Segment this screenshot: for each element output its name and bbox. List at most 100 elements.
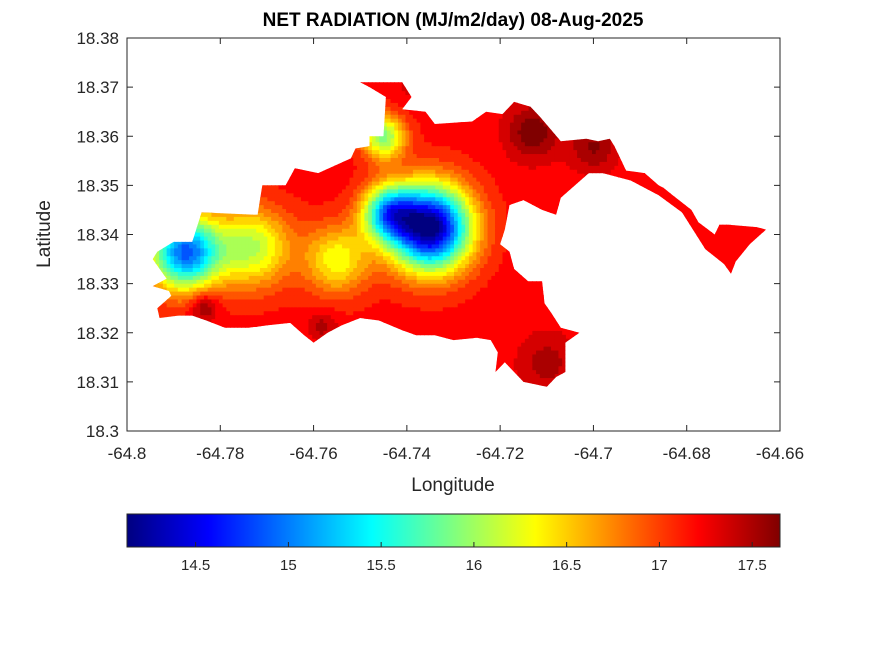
heat-cell: [476, 271, 481, 276]
heat-cell: [442, 271, 448, 276]
heat-cell: [379, 271, 384, 276]
heat-cell: [439, 279, 444, 284]
heat-cell: [502, 338, 507, 343]
heat-cell: [401, 314, 407, 320]
heat-cell: [509, 302, 515, 308]
heat-cell: [524, 326, 530, 331]
heat-cell: [368, 298, 373, 304]
heat-cell: [442, 290, 448, 296]
heat-cell: [207, 302, 213, 308]
heat-cell: [506, 290, 511, 296]
heat-cell: [342, 318, 347, 324]
heat-cell: [263, 322, 268, 327]
heat-cell: [550, 373, 556, 379]
heat-cell: [278, 290, 283, 296]
heat-cell: [401, 294, 407, 300]
heat-cell: [543, 361, 548, 367]
heat-cell: [536, 283, 541, 288]
heat-cell: [502, 298, 507, 304]
heat-cell: [491, 318, 496, 324]
heat-cell: [487, 271, 492, 276]
heat-cell: [185, 287, 190, 292]
heat-cell: [495, 357, 500, 363]
heat-cell: [334, 322, 339, 327]
heat-cell: [480, 294, 485, 300]
heat-cell: [245, 298, 250, 304]
heat-cell: [424, 306, 429, 312]
heat-cell: [502, 342, 507, 347]
heat-cell: [330, 283, 336, 288]
heat-cell: [319, 318, 324, 324]
heat-cell: [491, 322, 496, 327]
heat-cell: [345, 302, 351, 308]
heat-cell: [345, 310, 351, 316]
heat-cell: [554, 369, 560, 375]
heat-cell: [495, 346, 500, 351]
heat-cell: [397, 306, 403, 312]
heat-cell: [312, 314, 317, 320]
heat-cell: [345, 298, 351, 304]
heat-cell: [550, 318, 556, 324]
heat-cell: [450, 306, 455, 312]
heat-cell: [528, 330, 533, 335]
heat-cell: [230, 290, 235, 296]
heat-cell: [371, 294, 377, 300]
heat-cell: [495, 365, 500, 371]
heat-cell: [435, 326, 440, 331]
heat-cell: [323, 290, 328, 296]
heat-cell: [349, 302, 354, 308]
heat-cell: [450, 302, 455, 308]
heat-cell: [480, 322, 485, 327]
heat-cell: [304, 334, 310, 339]
heat-cell: [539, 302, 545, 308]
heat-cell: [506, 346, 511, 351]
heat-cell: [319, 271, 324, 276]
heat-cell: [345, 275, 351, 280]
heat-cell: [491, 326, 496, 331]
heat-cell: [498, 306, 504, 312]
heat-cell: [401, 271, 407, 276]
heat-cell: [543, 349, 548, 355]
heat-cell: [189, 290, 194, 296]
heat-cell: [312, 310, 317, 316]
heat-cell: [327, 275, 332, 280]
heat-cell: [349, 271, 354, 276]
heat-cell: [495, 279, 500, 284]
heat-cell: [364, 306, 369, 312]
heat-cell: [461, 298, 466, 304]
heat-cell: [457, 298, 463, 304]
heat-cell: [312, 287, 317, 292]
heat-cell: [487, 279, 492, 284]
heat-cell: [491, 310, 496, 316]
heat-cell: [371, 290, 377, 296]
heat-cell: [330, 306, 336, 312]
heat-cell: [338, 287, 343, 292]
heat-cell: [289, 298, 295, 304]
heat-cell: [245, 310, 250, 316]
heat-cell: [390, 314, 395, 320]
heat-cell: [304, 294, 310, 300]
heat-cell: [181, 294, 186, 300]
heat-cell: [364, 290, 369, 296]
heat-cell: [517, 298, 522, 304]
heat-cell: [297, 287, 302, 292]
heat-cell: [203, 310, 209, 316]
heat-cell: [308, 310, 313, 316]
heat-cell: [230, 279, 235, 284]
heat-cell: [308, 322, 313, 327]
heat-cell: [308, 290, 313, 296]
heat-cell: [349, 298, 354, 304]
heat-cell: [383, 310, 388, 316]
heat-cell: [453, 279, 459, 284]
heat-cell: [554, 357, 560, 363]
heat-cell: [401, 287, 407, 292]
heat-cell: [353, 310, 358, 316]
heat-cell: [379, 310, 384, 316]
heat-cell: [547, 353, 552, 359]
heat-cell: [211, 298, 216, 304]
heat-cell: [405, 310, 410, 316]
heat-cell: [420, 294, 425, 300]
heat-cell: [420, 318, 425, 324]
heat-cell: [476, 279, 481, 284]
heat-cell: [513, 334, 518, 339]
